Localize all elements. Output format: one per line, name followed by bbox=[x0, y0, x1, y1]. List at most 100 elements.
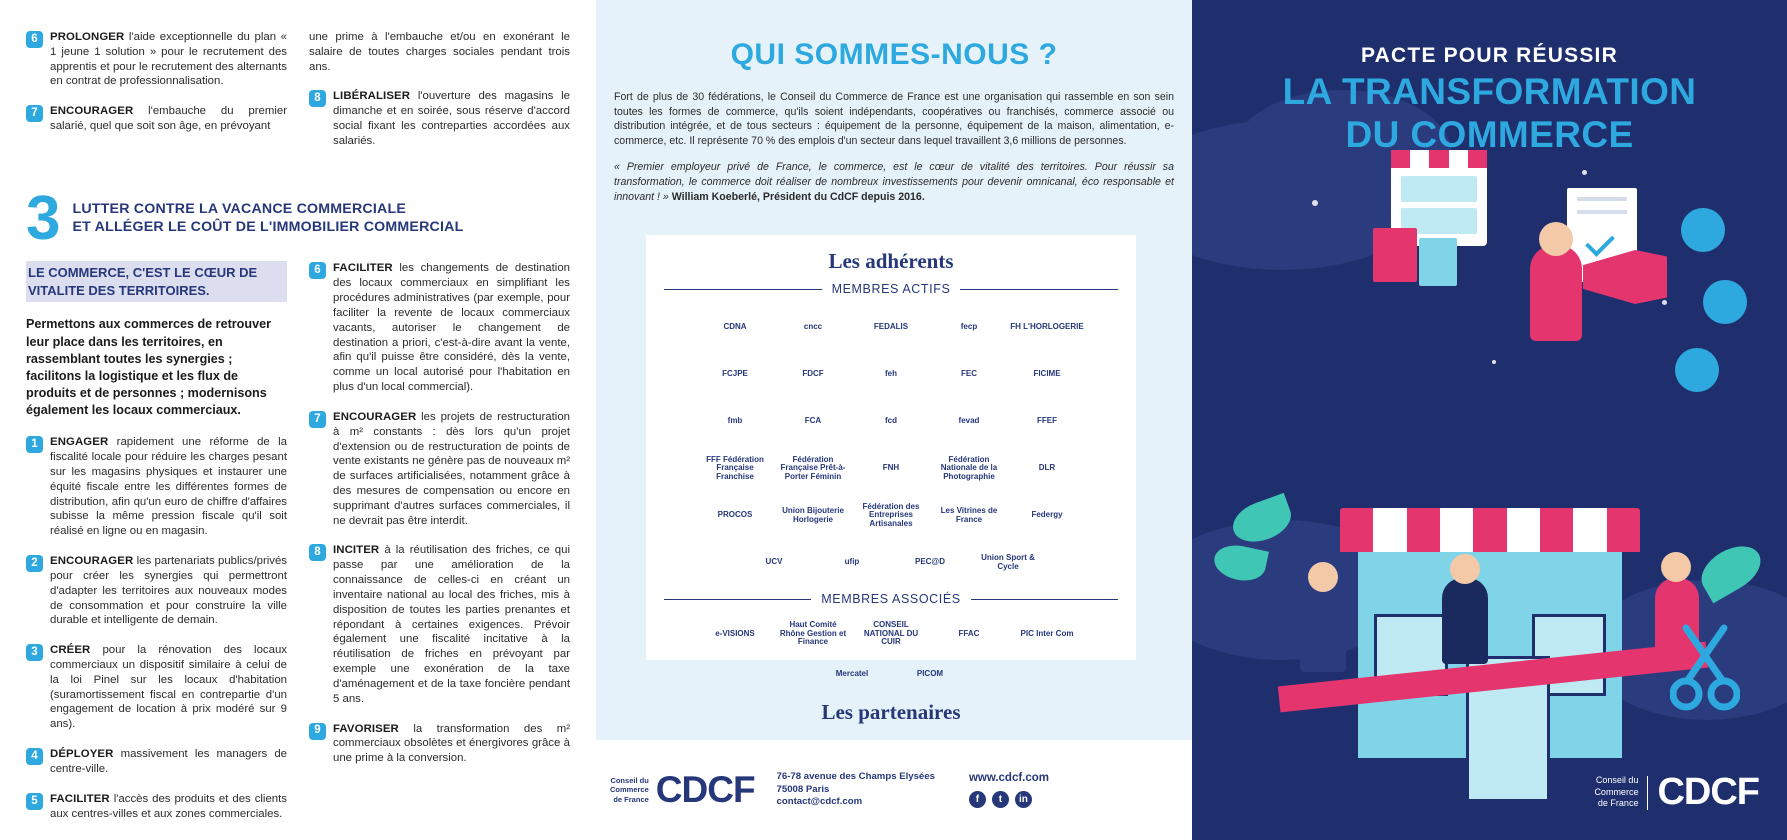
proposal-item: 2 ENCOURAGER les partenariats publics/pr… bbox=[26, 554, 287, 628]
twitter-icon[interactable]: t bbox=[991, 791, 1009, 808]
cdcf-logo-wordmark: CDCF bbox=[655, 769, 756, 810]
kiosk-illustration bbox=[1391, 150, 1487, 246]
member-logo: cncc bbox=[774, 304, 852, 351]
associate-logo-label: Haut Comité Rhône Gestion et Finance bbox=[779, 620, 847, 647]
footer-email[interactable]: contact@cdcf.com bbox=[776, 796, 863, 808]
member-logo-label: fcd bbox=[885, 416, 897, 426]
item-number: 8 bbox=[309, 544, 326, 562]
quote-paragraph: « Premier employeur privé de France, le … bbox=[614, 160, 1174, 204]
footer-website-link[interactable]: www.cdcf.com bbox=[968, 772, 1050, 784]
intro-paragraph: Fort de plus de 30 fédérations, le Conse… bbox=[614, 91, 1174, 147]
item-text: l'aide exceptionnelle du plan « 1 jeune … bbox=[50, 31, 287, 88]
section-title: LUTTER CONTRE LA VACANCE COMMERCIALE ET … bbox=[72, 201, 463, 237]
title-line3: DU COMMERCE bbox=[1345, 114, 1634, 156]
item-keyword: ENCOURAGER bbox=[333, 410, 417, 423]
member-logo: FCA bbox=[774, 398, 852, 445]
title-line1: PACTE POUR RÉUSSIR bbox=[1361, 44, 1618, 67]
cdcf-logo-subtext: Conseil du Commerce de France bbox=[1594, 775, 1638, 810]
item-text: rapidement une réforme de la fiscalité l… bbox=[50, 436, 287, 538]
member-logo: UCV bbox=[735, 539, 813, 586]
proposal-item: 9 FAVORISER la transformation des m² com… bbox=[309, 722, 570, 766]
member-logo-label: PEC@D bbox=[914, 557, 946, 567]
proposal-item: 3 CRÉER pour la rénovation des locaux co… bbox=[26, 643, 287, 732]
center-intro: Fort de plus de 30 fédérations, le Conse… bbox=[596, 90, 1192, 204]
avatar bbox=[1703, 280, 1747, 324]
member-logo-label: FH L'HORLOGERIE bbox=[1010, 322, 1084, 332]
member-logo: Fédération Française Prêt-à-Porter Fémin… bbox=[774, 445, 852, 492]
cdcf-logo-line2: Commerce bbox=[1594, 786, 1639, 797]
divider-line bbox=[960, 288, 1118, 290]
facebook-icon[interactable]: f bbox=[968, 791, 986, 808]
associate-logo: e-VISIONS bbox=[696, 614, 774, 654]
title-line2: LA TRANSFORMATION bbox=[1282, 71, 1697, 112]
left-panel-main-columns: LE COMMERCE, C'EST LE CŒUR DE VITALITE D… bbox=[26, 261, 570, 836]
left-panel-continued-columns: 6 PROLONGER l'aide exceptionnelle du pla… bbox=[26, 30, 570, 164]
continued-column-left: 6 PROLONGER l'aide exceptionnelle du pla… bbox=[26, 30, 287, 164]
shopping-bag-icon bbox=[1419, 238, 1457, 286]
column-left: LE COMMERCE, C'EST LE CŒUR DE VITALITE D… bbox=[26, 261, 287, 836]
divider-line bbox=[664, 288, 822, 290]
item-body: INCITER à la réutilisation des friches, … bbox=[333, 543, 570, 706]
member-logo: Fédération des Entreprises Artisanales bbox=[852, 492, 930, 539]
associate-logo: Haut Comité Rhône Gestion et Finance bbox=[774, 614, 852, 654]
member-logo: feh bbox=[852, 351, 930, 398]
member-logo-label: fmb bbox=[727, 416, 743, 426]
section-number: 3 bbox=[26, 183, 61, 253]
right-panel: PACTE POUR RÉUSSIR LA TRANSFORMATION DU … bbox=[1192, 0, 1787, 840]
doc-line bbox=[1577, 197, 1627, 201]
member-logo-label: ufip bbox=[844, 557, 860, 567]
member-logo-label: FNH bbox=[882, 463, 900, 473]
member-logo: FDCF bbox=[774, 351, 852, 398]
proposal-item: 7 ENCOURAGER les projets de restructurat… bbox=[309, 410, 570, 529]
cdcf-logo-line3: de France bbox=[1597, 798, 1639, 809]
sparkle-dot bbox=[1312, 200, 1318, 206]
member-logo: Union Bijouterie Horlogerie bbox=[774, 492, 852, 539]
member-logo-label: FFF Fédération Française Franchise bbox=[706, 454, 764, 481]
cdcf-logo-wordmark: CDCF bbox=[1657, 771, 1760, 813]
proposal-item: 4 DÉPLOYER massivement les managers de c… bbox=[26, 747, 287, 777]
item-keyword: LIBÉRALISER bbox=[333, 90, 411, 103]
check-icon bbox=[1585, 227, 1615, 257]
proposal-item: 7 ENCOURAGER l'embauche du premier salar… bbox=[26, 104, 287, 134]
item-number: 5 bbox=[26, 792, 43, 810]
member-logo-label: Union Bijouterie Horlogerie bbox=[782, 506, 844, 524]
member-logo: FFEF bbox=[1008, 398, 1086, 445]
member-logo-label: UCV bbox=[765, 557, 783, 567]
item-keyword: ENGAGER bbox=[50, 436, 109, 449]
item-body: ENCOURAGER les partenariats publics/priv… bbox=[50, 554, 287, 628]
item-body: ENCOURAGER l'embauche du premier salarié… bbox=[50, 104, 287, 134]
member-logo: FH L'HORLOGERIE bbox=[1008, 304, 1086, 351]
member-logo-label: Fédération Nationale de la Photographie bbox=[940, 454, 998, 481]
member-logo-label: FCJPE bbox=[722, 369, 748, 379]
member-logo-label: DLR bbox=[1038, 463, 1056, 473]
item-body: DÉPLOYER massivement les managers de cen… bbox=[50, 747, 287, 777]
member-logo: Fédération Nationale de la Photographie bbox=[930, 445, 1008, 492]
linkedin-icon[interactable]: in bbox=[1014, 791, 1032, 808]
item-text: l'embauche du premier salarié, quel que … bbox=[50, 105, 287, 133]
sparkle-dot bbox=[1582, 170, 1587, 175]
shop-illustration bbox=[1340, 508, 1640, 802]
member-logo-label: FDCF bbox=[802, 369, 824, 379]
section-highlight: LE COMMERCE, C'EST LE CŒUR DE VITALITE D… bbox=[26, 261, 287, 303]
quote-author: William Koeberlé, Président du CdCF depu… bbox=[668, 190, 925, 203]
kiosk-awning bbox=[1391, 150, 1487, 168]
adherents-title: Les adhérents bbox=[828, 249, 954, 273]
member-logo-label: CDNA bbox=[723, 322, 747, 332]
person-head bbox=[1661, 552, 1691, 582]
associate-logo: Mercatel bbox=[813, 654, 891, 694]
item-text: les changements de destination des locau… bbox=[333, 262, 570, 394]
item-body: PROLONGER l'aide exceptionnelle du plan … bbox=[50, 30, 287, 89]
member-logo-label: PROCOS bbox=[717, 510, 753, 520]
right-panel-title: PACTE POUR RÉUSSIR LA TRANSFORMATION DU … bbox=[1192, 44, 1787, 154]
item-text: une prime à l'embauche et/ou en exonéran… bbox=[309, 31, 570, 73]
member-logo-label: FICIME bbox=[1033, 369, 1061, 379]
item-text: les partenariats publics/privés pour cré… bbox=[50, 555, 287, 627]
item-body: FACILITER l'accès des produits et des cl… bbox=[50, 792, 287, 822]
section-lead: Permettons aux commerces de retrouver le… bbox=[26, 317, 271, 418]
member-logo-label: FCA bbox=[804, 416, 822, 426]
item-keyword: FACILITER bbox=[333, 262, 393, 275]
shopping-bag-icon bbox=[1373, 228, 1417, 282]
member-logo: FEC bbox=[930, 351, 1008, 398]
item-number: 8 bbox=[309, 90, 326, 108]
